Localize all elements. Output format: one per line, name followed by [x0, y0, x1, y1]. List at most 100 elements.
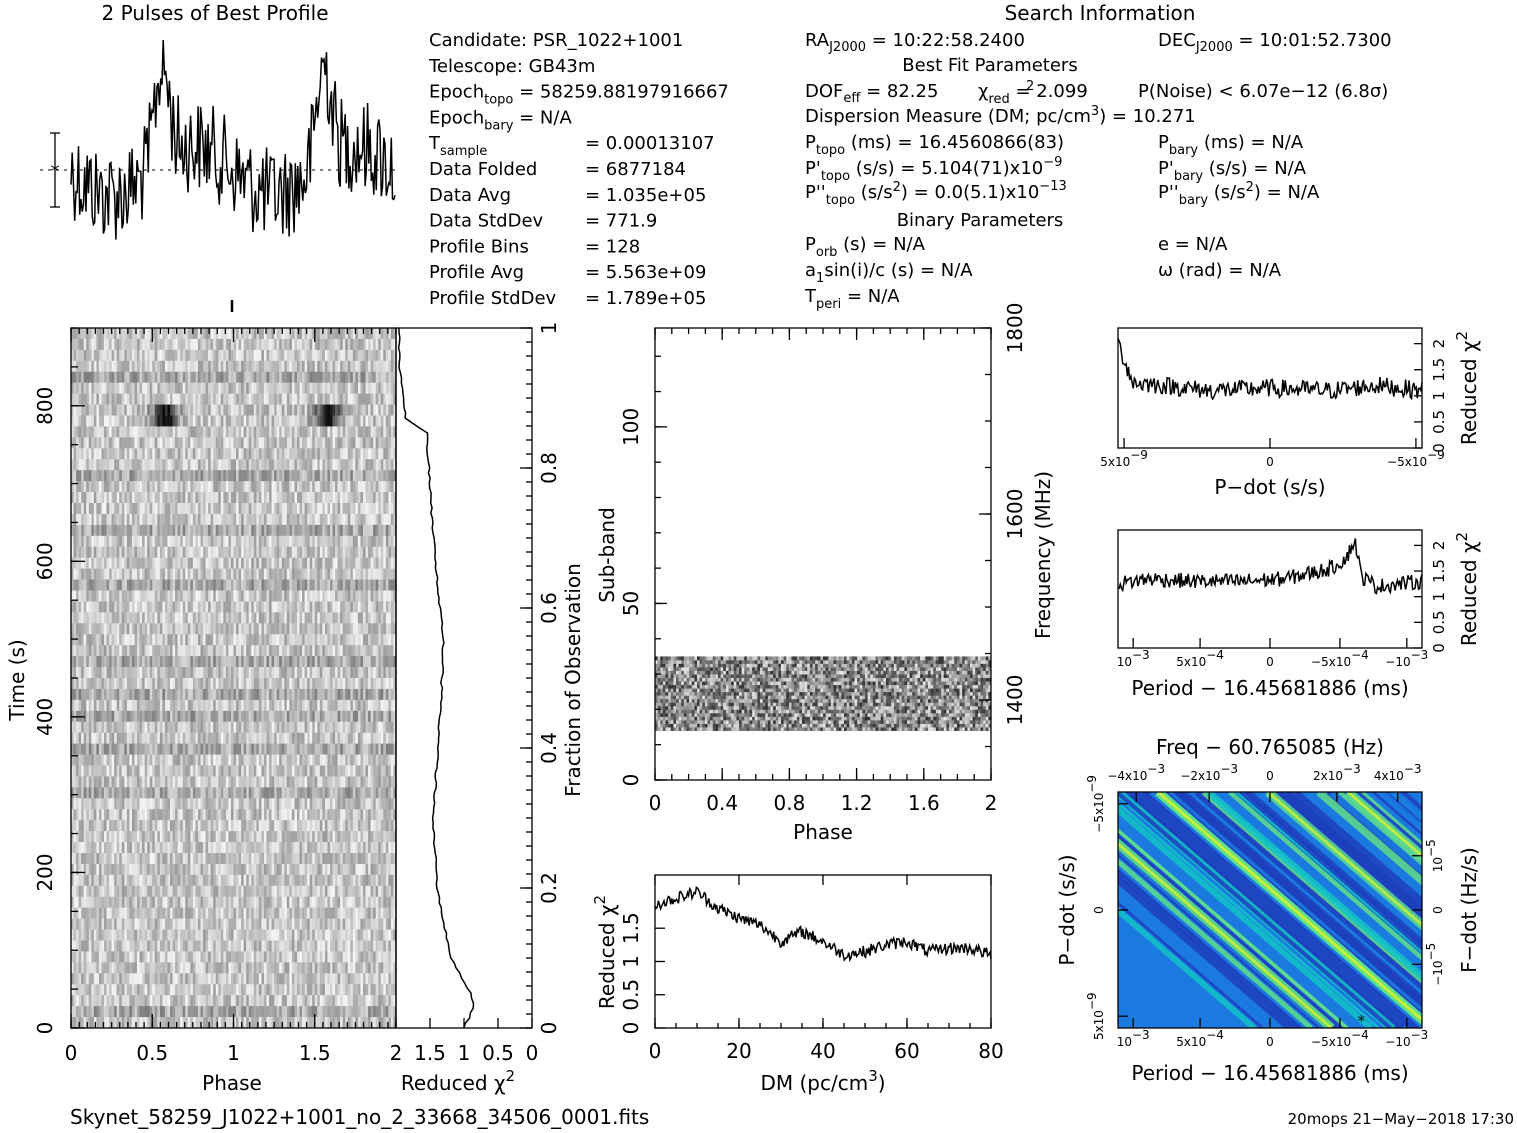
heatmap-cell	[368, 513, 372, 526]
heatmap-cell	[73, 437, 77, 449]
heatmap-cell	[137, 678, 140, 690]
heatmap-cell	[360, 590, 364, 602]
heatmap-cell	[159, 590, 163, 602]
heatmap-cell	[111, 360, 115, 373]
heatmap-cell	[157, 470, 161, 482]
heatmap-cell	[357, 382, 361, 395]
heatmap-cell	[98, 481, 102, 493]
heatmap-cell	[91, 710, 95, 723]
heatmap-cell	[205, 678, 209, 690]
heatmap-cell	[215, 579, 219, 591]
heatmap-cell	[215, 568, 219, 580]
heatmap-cell	[368, 623, 372, 635]
heatmap-cell	[93, 524, 97, 537]
heatmap-cell	[73, 513, 77, 526]
heatmap-cell	[291, 623, 295, 635]
heatmap-cell	[319, 732, 323, 745]
heatmap-cell	[218, 415, 222, 427]
heatmap-cell	[88, 623, 92, 635]
heatmap-cell	[197, 415, 201, 427]
heatmap-cell	[203, 470, 206, 482]
heatmap-cell	[248, 732, 252, 745]
heatmap-cell	[279, 360, 283, 373]
heatmap-cell	[162, 678, 166, 690]
heatmap-cell	[210, 667, 214, 679]
heatmap-cell	[137, 393, 140, 405]
heatmap-cell	[246, 601, 250, 613]
heatmap-cell	[73, 503, 77, 515]
heatmap-cell	[335, 448, 338, 460]
heatmap-cell	[276, 481, 280, 493]
heatmap-cell	[228, 699, 232, 712]
heatmap-cell	[281, 535, 285, 548]
heatmap-cell	[370, 656, 374, 668]
heatmap-cell	[261, 623, 265, 635]
heatmap-cell	[352, 710, 356, 723]
heatmap-cell	[327, 645, 331, 657]
heatmap-cell	[248, 492, 252, 504]
heatmap-cell	[388, 524, 392, 537]
heatmap-cell	[307, 688, 311, 701]
heatmap-cell	[81, 338, 85, 351]
heatmap-cell	[152, 513, 156, 526]
heatmap-cell	[182, 349, 186, 362]
heatmap-cell	[299, 546, 303, 559]
heatmap-cell	[203, 404, 206, 416]
heatmap-cell	[190, 535, 194, 548]
heatmap-cell	[383, 338, 387, 351]
heatmap-cell	[98, 371, 102, 384]
heatmap-cell	[345, 503, 349, 515]
heatmap-cell	[142, 656, 146, 668]
heatmap-cell	[190, 448, 194, 460]
heatmap-cell	[208, 590, 212, 602]
heatmap-cell	[71, 524, 74, 537]
heatmap-cell	[246, 524, 250, 537]
heatmap-cell	[164, 426, 168, 438]
heatmap-cell	[375, 492, 379, 504]
heatmap-cell	[390, 557, 394, 570]
heatmap-cell	[319, 634, 323, 646]
heatmap-cell	[119, 459, 123, 471]
heatmap-cell	[139, 710, 143, 723]
heatmap-cell	[253, 721, 257, 734]
heatmap-cell	[390, 393, 394, 405]
heatmap-cell	[106, 524, 110, 537]
heatmap-cell	[243, 524, 247, 537]
heatmap-cell	[307, 360, 311, 373]
heatmap-cell	[241, 448, 245, 460]
heatmap-cell	[215, 612, 219, 624]
heatmap-cell	[266, 623, 270, 635]
heatmap-cell	[383, 535, 387, 548]
heatmap-cell	[86, 721, 90, 734]
heatmap-cell	[236, 546, 239, 559]
heatmap-cell	[243, 612, 247, 624]
heatmap-cell	[324, 349, 328, 362]
heatmap-cell	[180, 349, 184, 362]
heatmap-cell	[147, 382, 151, 395]
heatmap-cell	[276, 678, 280, 690]
heatmap-cell	[106, 513, 110, 526]
heatmap-cell	[154, 546, 158, 559]
heatmap-cell	[329, 426, 333, 438]
heatmap-cell	[187, 404, 191, 416]
heatmap-cell	[355, 656, 359, 668]
heatmap-cell	[78, 503, 82, 515]
heatmap-cell	[208, 470, 212, 482]
heatmap-cell	[131, 415, 135, 427]
heatmap-cell	[284, 568, 288, 580]
heatmap-cell	[185, 524, 189, 537]
heatmap-cell	[83, 481, 87, 493]
heatmap-cell	[314, 557, 318, 570]
heatmap-cell	[299, 492, 303, 504]
heatmap-cell	[81, 459, 85, 471]
heatmap-cell	[129, 404, 133, 416]
heatmap-cell	[142, 371, 146, 384]
heatmap-cell	[253, 371, 257, 384]
heatmap-cell	[220, 328, 224, 340]
heatmap-cell	[73, 470, 77, 482]
heatmap-cell	[375, 393, 379, 405]
heatmap-cell	[319, 470, 323, 482]
heatmap-cell	[197, 426, 201, 438]
heatmap-cell	[114, 546, 118, 559]
heatmap-cell	[114, 382, 118, 395]
